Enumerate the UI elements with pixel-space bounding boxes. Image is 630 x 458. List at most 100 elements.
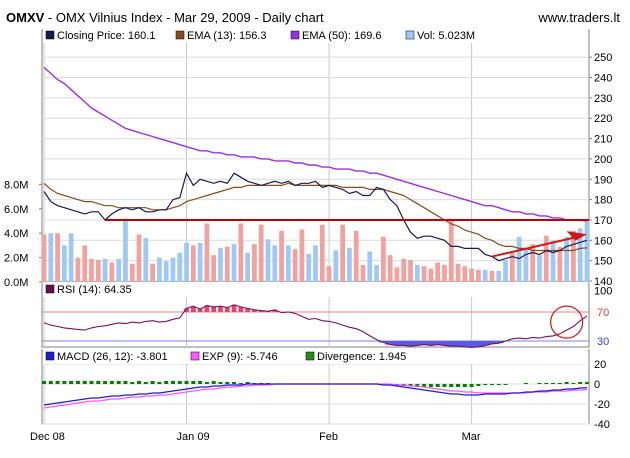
volume-bar (265, 239, 271, 282)
price-legend-label: EMA (50): 169.6 (302, 30, 382, 42)
volume-bar (394, 267, 400, 282)
volume-tick-label: 2.0M (4, 253, 28, 265)
volume-bar (584, 221, 590, 282)
volume-bar (184, 242, 189, 282)
volume-bar (414, 264, 420, 282)
volume-bar (211, 255, 217, 282)
volume-bar (109, 262, 115, 282)
price-tick-label: 160 (594, 235, 612, 247)
price-legend-label: Vol: 5.023M (417, 30, 475, 42)
volume-bar (292, 249, 298, 282)
rsi-line (43, 304, 588, 349)
price-tick-label: 140 (594, 276, 612, 288)
volume-bar (245, 252, 251, 282)
x-tick-label: Mar (462, 431, 481, 443)
price-tick-label: 240 (594, 73, 612, 85)
macd-legend-swatch (305, 351, 315, 361)
price-tick-label: 200 (594, 154, 612, 166)
volume-bar (387, 255, 393, 282)
volume-bar (523, 249, 529, 282)
macd-legend-label: EXP (9): -5.746 (202, 351, 278, 363)
site-link[interactable]: www.traders.lt (538, 10, 620, 25)
macd-tick-label: -40 (594, 419, 610, 431)
x-tick-label: Jan 09 (177, 431, 210, 443)
volume-bar (360, 264, 366, 282)
volume-bar (75, 257, 81, 282)
volume-bar (252, 244, 257, 282)
rsi-tick-label: 100 (594, 285, 612, 297)
volume-bar (129, 263, 135, 282)
price-tick-label: 250 (594, 52, 612, 64)
volume-bar (224, 246, 230, 282)
macd-legend-swatch (190, 351, 200, 361)
rsi-highlight-circle (550, 305, 584, 339)
volume-bar (143, 238, 149, 282)
volume-bar (41, 234, 47, 282)
volume-bar (136, 234, 142, 282)
volume-bar (462, 266, 468, 282)
x-tick-label: Feb (319, 431, 338, 443)
volume-tick-label: 4.0M (4, 228, 28, 240)
volume-bar (408, 260, 413, 282)
volume-bar (367, 251, 373, 282)
volume-bar (299, 229, 305, 282)
price-legend-swatch (45, 30, 55, 40)
rsi-tick-label: 30 (597, 336, 609, 348)
price-legend-label: EMA (13): 156.3 (187, 30, 267, 42)
volume-bar (123, 218, 128, 282)
volume-bar (550, 240, 556, 282)
volume-bar (448, 219, 454, 282)
chart-header: OMXV - OMX Vilnius Index - Mar 29, 2009 … (6, 10, 620, 28)
price-tick-label: 190 (594, 174, 612, 186)
volume-tick-label: 0.0M (4, 277, 28, 289)
volume-bar (347, 247, 352, 282)
volume-bar (537, 255, 542, 282)
price-legend-label: Closing Price: 160.1 (57, 30, 155, 42)
volume-bar (55, 233, 60, 282)
volume-bar (326, 266, 332, 282)
rsi-legend-label: RSI (14): 64.35 (57, 284, 132, 296)
price-legend-swatch (175, 30, 185, 40)
volume-tick-label: 8.0M (4, 179, 28, 191)
volume-bar (482, 269, 488, 282)
volume-bar (306, 253, 312, 282)
volume-bar (102, 258, 108, 282)
volume-bar (258, 224, 264, 282)
volume-bar (543, 235, 549, 282)
macd-legend-bg (43, 349, 588, 364)
price-tick-label: 220 (594, 113, 612, 125)
macd-tick-label: 0 (594, 379, 600, 391)
price-tick-label: 230 (594, 93, 612, 105)
volume-bar (428, 268, 434, 282)
volume-bar (340, 224, 346, 282)
volume-bar (170, 257, 176, 282)
volume-bar (68, 233, 74, 282)
volume-bar (476, 269, 481, 282)
volume-bar (496, 271, 502, 282)
trend-arrow (491, 235, 581, 258)
price-legend-swatch (290, 30, 300, 40)
volume-bar (116, 258, 122, 282)
volume-bar (61, 245, 67, 282)
volume-bar (150, 263, 155, 282)
price-tick-label: 210 (594, 134, 612, 146)
volume-bar (564, 236, 570, 282)
volume-bar (231, 244, 237, 282)
volume-bar (218, 247, 223, 282)
volume-bar (197, 242, 203, 282)
volume-bar (455, 263, 461, 282)
volume-bar (285, 245, 291, 282)
volume-bar (435, 262, 441, 282)
rsi-legend-bg (43, 282, 588, 297)
volume-bar (421, 266, 427, 282)
volume-bar (489, 271, 495, 282)
volume-bar (469, 268, 474, 282)
macd-legend-label: Divergence: 1.945 (317, 351, 406, 363)
volume-bar (516, 236, 522, 282)
volume-bar (442, 264, 447, 282)
volume-bar (503, 260, 508, 282)
volume-bar (95, 260, 101, 282)
volume-bar (557, 246, 563, 282)
price-tick-label: 180 (594, 195, 612, 207)
